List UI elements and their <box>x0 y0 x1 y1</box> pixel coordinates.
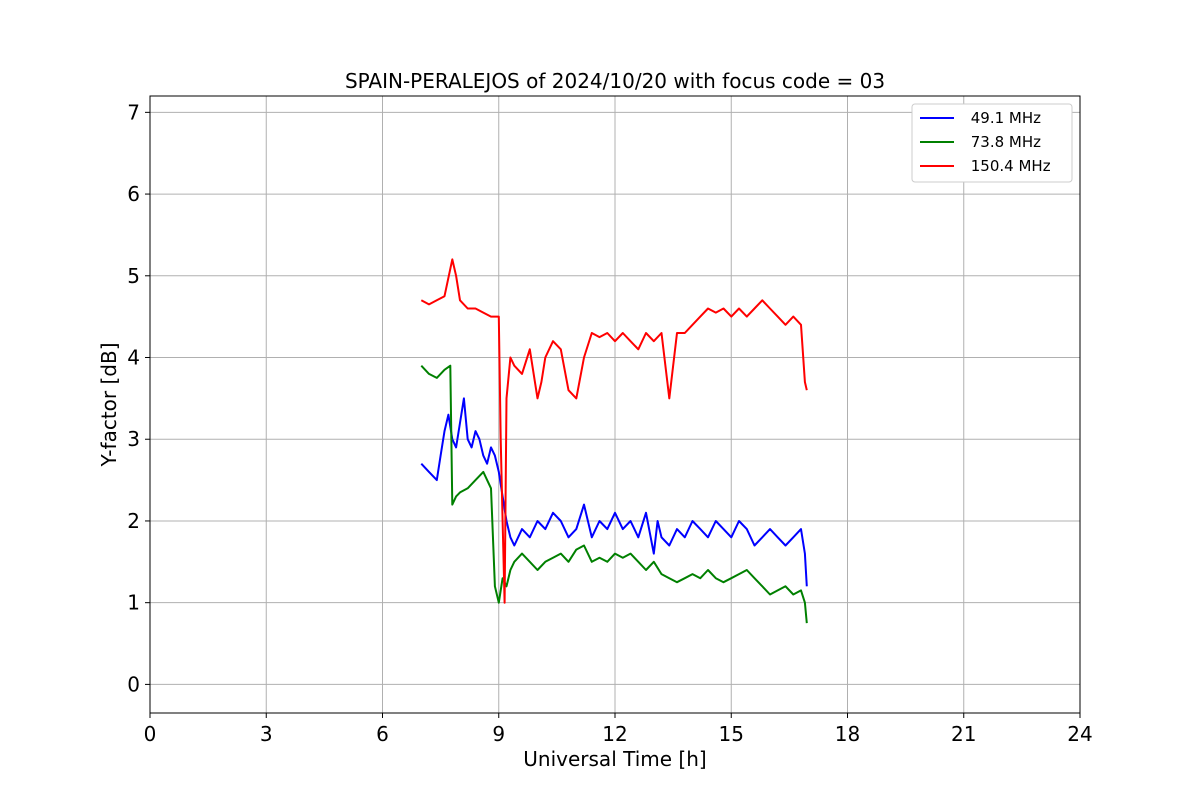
legend-label-1: 73.8 MHz <box>966 133 1041 151</box>
legend-box <box>911 103 1073 183</box>
legend-label-0: 49.1 MHz <box>966 109 1041 127</box>
y-tick-label: 1 <box>127 591 140 615</box>
y-tick-label: 0 <box>127 672 140 696</box>
x-tick-label: 21 <box>951 722 976 746</box>
chart-title: SPAIN-PERALEJOS of 2024/10/20 with focus… <box>345 69 885 93</box>
x-tick-label: 9 <box>492 722 505 746</box>
grid <box>149 96 1081 713</box>
legend-label-2: 150.4 MHz <box>966 157 1051 175</box>
y-tick-label: 6 <box>127 182 140 206</box>
x-tick-label: 18 <box>835 722 860 746</box>
y-tick-label: 4 <box>127 346 140 370</box>
x-tick-label: 24 <box>1067 722 1092 746</box>
x-tick-label: 6 <box>376 722 389 746</box>
series-layer <box>420 258 808 624</box>
x-tick-label: 15 <box>719 722 744 746</box>
legend: 49.1 MHz 73.8 MHz 150.4 MHz <box>911 103 1073 183</box>
x-tick-label: 0 <box>144 722 157 746</box>
y-tick-label: 5 <box>127 264 140 288</box>
y-tick-label: 2 <box>127 509 140 533</box>
x-tick-label: 12 <box>602 722 627 746</box>
series-line-2 <box>420 258 808 604</box>
series-line-0 <box>420 397 808 587</box>
series-line-1 <box>420 364 808 624</box>
y-tick-label: 3 <box>127 427 140 451</box>
y-tick-label: 7 <box>127 100 140 124</box>
x-axis-label: Universal Time [h] <box>523 747 706 771</box>
x-tick-label: 3 <box>260 722 273 746</box>
y-axis-label: Y-factor [dB] <box>97 342 121 467</box>
